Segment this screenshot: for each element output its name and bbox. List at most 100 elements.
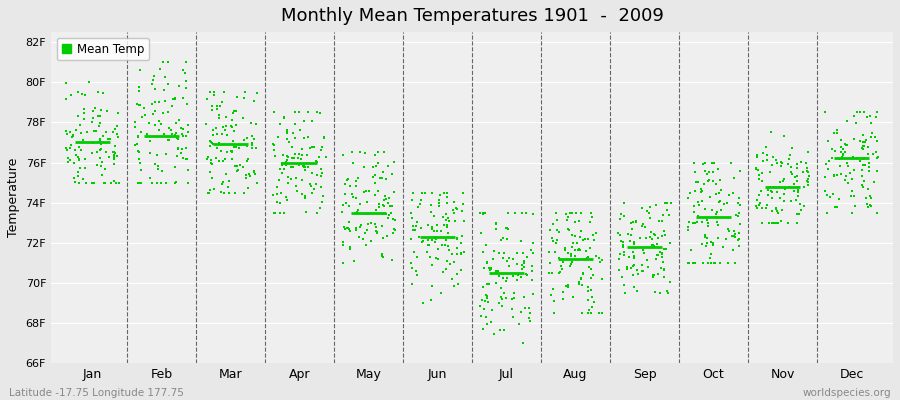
Point [281, 154, 295, 160]
Point [67, 175, 81, 181]
Point [266, 192, 281, 198]
Point [850, 154, 864, 161]
Point [563, 253, 578, 259]
Point [593, 258, 608, 265]
Point [522, 315, 536, 321]
Point [416, 300, 430, 306]
Point [63, 157, 77, 163]
Point [616, 239, 630, 245]
Point [248, 121, 263, 128]
Point [110, 131, 124, 137]
Point [701, 177, 716, 183]
Point [691, 212, 706, 219]
Point [210, 130, 224, 137]
Point [656, 274, 670, 280]
Point [281, 174, 295, 180]
Point [626, 241, 641, 248]
Point [614, 211, 628, 217]
Point [202, 168, 217, 175]
Point [858, 161, 872, 168]
Point [441, 230, 455, 236]
Point [857, 143, 871, 150]
Point [421, 222, 436, 228]
Point [305, 144, 320, 150]
Point [626, 249, 641, 255]
Point [228, 162, 242, 169]
Point [89, 162, 104, 168]
Point [659, 246, 673, 252]
Point [282, 139, 296, 146]
Point [579, 248, 593, 254]
Point [565, 210, 580, 216]
Point [752, 202, 767, 208]
Point [158, 74, 172, 80]
Point [584, 287, 598, 294]
Point [292, 161, 306, 168]
Point [273, 166, 287, 173]
Point [790, 220, 805, 226]
Point [555, 259, 570, 265]
Point [415, 239, 429, 245]
Point [494, 236, 508, 243]
Point [586, 232, 600, 238]
Point [713, 260, 727, 266]
Point [312, 154, 327, 160]
Point [346, 258, 361, 264]
Point [63, 92, 77, 98]
Point [316, 193, 330, 199]
Point [219, 171, 233, 178]
Point [338, 190, 352, 197]
Point [447, 283, 462, 289]
Point [370, 229, 384, 236]
Point [818, 109, 832, 116]
Point [372, 201, 386, 207]
Point [517, 294, 531, 300]
Point [500, 225, 514, 231]
Point [93, 139, 107, 146]
Point [473, 210, 488, 216]
Point [288, 135, 302, 142]
Point [128, 142, 142, 148]
Point [146, 77, 160, 83]
Point [494, 294, 508, 300]
Point [543, 227, 557, 234]
Point [416, 238, 430, 245]
Point [370, 230, 384, 236]
Point [349, 183, 364, 190]
Point [177, 70, 192, 76]
Point [295, 177, 310, 183]
Point [73, 165, 87, 172]
Point [176, 131, 190, 138]
Point [567, 232, 581, 239]
Point [161, 125, 176, 131]
Point [655, 218, 670, 224]
Point [266, 142, 281, 148]
Point [161, 137, 176, 144]
Point [432, 196, 446, 203]
Point [428, 213, 442, 220]
Point [595, 276, 609, 283]
Point [749, 166, 763, 172]
Point [562, 226, 576, 232]
Point [73, 122, 87, 128]
Point [495, 254, 509, 261]
Point [835, 154, 850, 160]
Point [375, 175, 390, 181]
Point [93, 113, 107, 119]
Point [662, 211, 677, 218]
Point [517, 258, 531, 264]
Point [476, 210, 491, 217]
Point [315, 199, 329, 206]
Point [382, 195, 396, 201]
Point [407, 248, 421, 255]
Point [506, 313, 520, 320]
Point [63, 129, 77, 135]
Point [211, 105, 225, 112]
Point [154, 120, 168, 127]
Point [595, 257, 609, 263]
Point [275, 152, 290, 159]
Point [207, 89, 221, 96]
Point [386, 188, 400, 195]
Point [826, 173, 841, 180]
Point [502, 263, 517, 270]
